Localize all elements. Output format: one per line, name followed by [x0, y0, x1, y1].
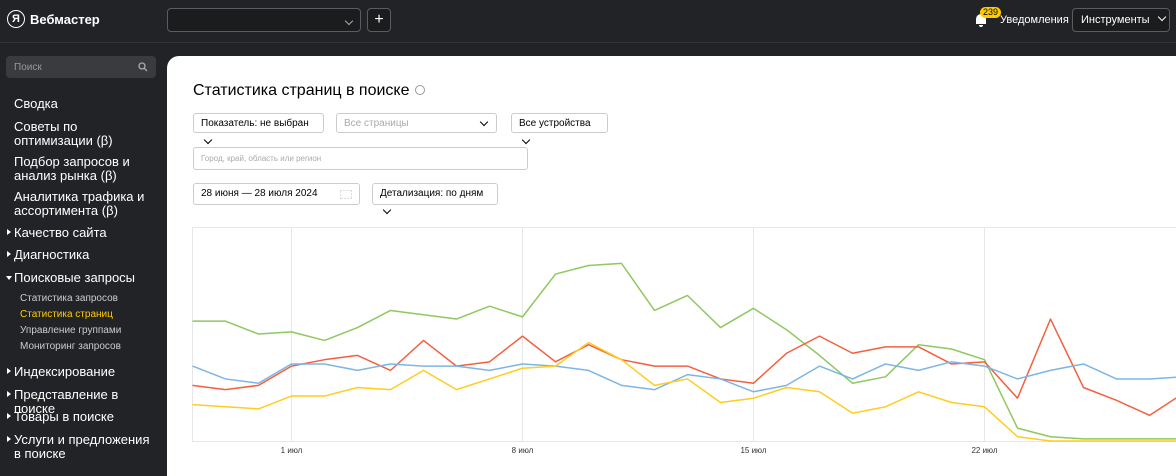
nav-subitem[interactable]: Управление группами: [20, 325, 121, 336]
notifications[interactable]: Уведомления: [1000, 14, 1069, 26]
search-placeholder: Поиск: [14, 62, 42, 73]
nav-item[interactable]: Аналитика трафика и ассортимента (β): [14, 190, 154, 217]
nav-item[interactable]: Поисковые запросы: [14, 271, 154, 285]
detail-label: Детализация: по дням: [380, 188, 483, 199]
devices-select[interactable]: Все устройства: [511, 113, 608, 133]
region-placeholder: Город, край, область или регион: [201, 154, 321, 163]
nav-subitem[interactable]: Мониторинг запросов: [20, 341, 121, 352]
tools-label: Инструменты: [1081, 14, 1150, 26]
add-site[interactable]: +: [367, 8, 391, 32]
date-picker[interactable]: 28 июня — 28 июля 2024: [193, 183, 360, 205]
x-tick-label: 1 июл: [281, 446, 303, 455]
search-box[interactable]: Поиск: [6, 56, 156, 78]
detail-select[interactable]: Детализация: по дням: [372, 183, 498, 205]
page-title: Статистика страниц в поиске: [193, 82, 425, 100]
logo[interactable]: Вебмастер: [30, 12, 100, 27]
series-line: [193, 263, 1176, 438]
logo-icon: Я: [7, 10, 25, 28]
nav-item[interactable]: Советы по оптимизации (β): [14, 120, 154, 147]
sidebar: Поиск Сводка Советы по оптимизации (β) П…: [0, 43, 167, 468]
title-text: Статистика страниц в поиске: [193, 82, 410, 99]
x-tick-label: 8 июл: [512, 446, 534, 455]
nav-item[interactable]: Сводка: [14, 97, 154, 111]
nav-subitem[interactable]: Статистика страниц: [20, 309, 113, 320]
indicator-label: Показатель: не выбран: [201, 118, 309, 129]
indicator-select[interactable]: Показатель: не выбран: [193, 113, 324, 133]
nav-item[interactable]: Услуги и предложения в поиске: [14, 433, 154, 460]
region-input[interactable]: Город, край, область или регион: [193, 147, 528, 170]
pages-select[interactable]: Все страницы: [336, 113, 497, 133]
nav-item[interactable]: Товары в поиске: [14, 410, 154, 424]
site-select[interactable]: [167, 8, 361, 32]
search-icon: [138, 62, 148, 72]
date-range: 28 июня — 28 июля 2024: [201, 188, 318, 199]
calendar-icon: [340, 190, 352, 199]
nav-item[interactable]: Качество сайта: [14, 226, 154, 240]
top-bar: Я Вебмастер + 239 Уведомления Инструмент…: [0, 0, 1176, 43]
x-tick-label: 22 июл: [971, 446, 997, 455]
pages-placeholder: Все страницы: [344, 118, 409, 129]
notification-badge: 239: [980, 7, 1001, 18]
info-icon[interactable]: [415, 85, 425, 95]
nav-subitem[interactable]: Статистика запросов: [20, 293, 118, 304]
nav-item[interactable]: Индексирование: [14, 365, 154, 379]
x-tick-label: 15 июл: [740, 446, 766, 455]
chart: 1 июл 8 июл 15 июл 22 июл: [192, 226, 1176, 464]
nav-item[interactable]: Диагностика: [14, 248, 154, 262]
nav-item[interactable]: Подбор запросов и анализ рынка (β): [14, 155, 154, 182]
tools-button[interactable]: Инструменты: [1072, 8, 1170, 32]
devices-label: Все устройства: [519, 118, 591, 129]
